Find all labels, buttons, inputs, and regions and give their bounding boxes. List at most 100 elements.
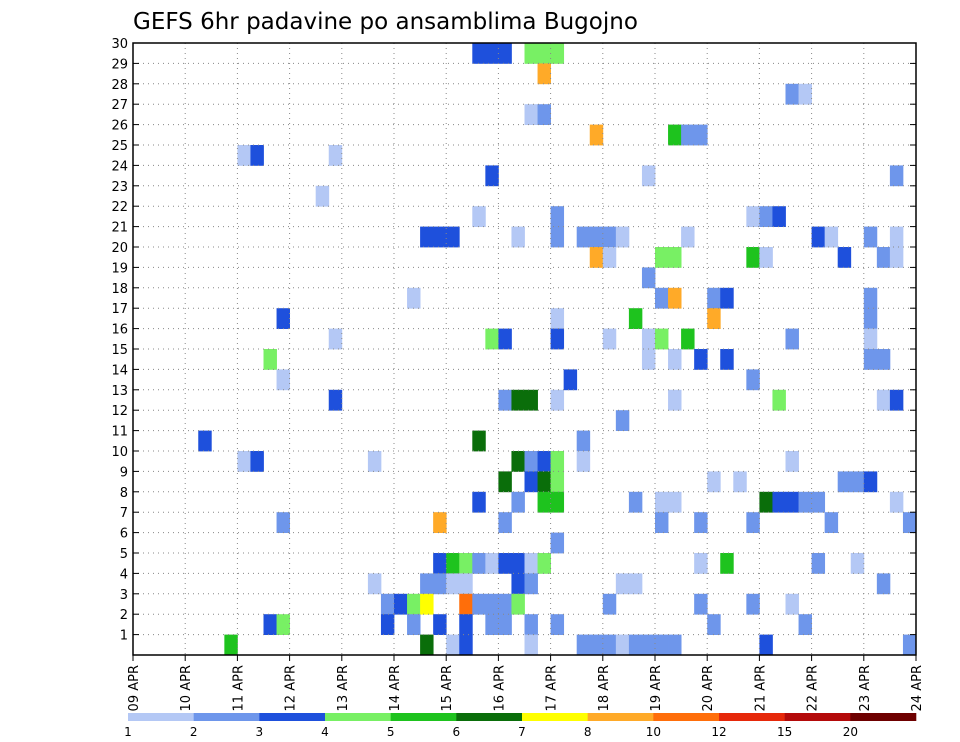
heatmap-cell xyxy=(628,634,643,656)
heatmap-cell xyxy=(459,573,473,595)
heatmap-cell xyxy=(459,634,473,656)
heatmap-cell xyxy=(498,593,512,615)
heatmap-cell xyxy=(772,206,786,227)
heatmap-cell xyxy=(524,634,538,656)
heatmap-cell xyxy=(524,389,538,411)
y-tick-label: 2 xyxy=(120,608,128,623)
heatmap-cell xyxy=(537,553,551,574)
x-axis-ticks: 09 APR 10 APR 11 APR 12 APR 13 APR 14 APR 15 A… xyxy=(127,655,925,711)
heatmap-cell xyxy=(863,308,878,329)
heatmap-cell xyxy=(837,471,852,493)
heatmap-cell xyxy=(746,247,760,268)
chart-gridlines xyxy=(133,43,916,655)
heatmap-cell xyxy=(602,328,617,350)
heatmap-cell xyxy=(420,226,434,248)
heatmap-cell xyxy=(407,593,421,615)
heatmap-cell xyxy=(524,471,538,493)
heatmap-cell xyxy=(798,491,812,513)
heatmap-cell xyxy=(524,451,538,472)
heatmap-cell xyxy=(537,491,551,513)
heatmap-cell xyxy=(472,430,486,452)
heatmap-cell xyxy=(694,593,708,615)
x-tick-label: 23 APR xyxy=(858,665,873,711)
heatmap-cell xyxy=(472,593,486,615)
heatmap-cell xyxy=(863,471,878,493)
heatmap-cell xyxy=(576,226,591,248)
heatmap-cell xyxy=(602,593,617,615)
heatmap-cell xyxy=(707,614,721,635)
heatmap-cell xyxy=(511,553,525,574)
heatmap-cell xyxy=(550,328,565,350)
heatmap-cell xyxy=(485,593,499,615)
legend-label: 15 xyxy=(777,725,792,739)
heatmap-cell xyxy=(511,491,525,513)
heatmap-cell xyxy=(563,369,578,391)
y-tick-label: 9 xyxy=(120,465,128,480)
heatmap-cell xyxy=(668,247,682,268)
heatmap-cell xyxy=(433,614,447,635)
heatmap-cell xyxy=(550,226,565,248)
heatmap-cell xyxy=(655,328,669,350)
heatmap-cell xyxy=(459,614,473,635)
legend-swatch xyxy=(128,713,194,721)
heatmap-cell xyxy=(628,491,643,513)
heatmap-cell xyxy=(759,247,773,268)
heatmap-cell xyxy=(550,451,565,472)
y-tick-label: 18 xyxy=(111,282,128,297)
heatmap-cell xyxy=(746,206,760,227)
heatmap-cell xyxy=(720,553,734,574)
heatmap-cell xyxy=(224,634,238,656)
heatmap-cell xyxy=(446,553,460,574)
heatmap-cell xyxy=(367,573,382,595)
heatmap-cell xyxy=(550,532,565,554)
legend-label: 7 xyxy=(518,725,526,739)
heatmap-cell xyxy=(876,389,891,411)
heatmap-cell xyxy=(863,287,878,309)
heatmap-cell xyxy=(550,389,565,411)
x-tick-label: 21 APR xyxy=(753,665,768,711)
y-tick-label: 26 xyxy=(111,119,128,134)
legend-label: 1 xyxy=(124,725,132,739)
y-tick-label: 15 xyxy=(111,343,128,358)
heatmap-cell xyxy=(433,553,447,574)
y-tick-label: 4 xyxy=(120,567,128,582)
x-tick-label: 17 APR xyxy=(545,665,560,711)
heatmap-cell xyxy=(276,512,290,533)
y-tick-label: 30 xyxy=(111,37,128,52)
heatmap-cell xyxy=(733,471,747,493)
legend-swatch xyxy=(325,713,391,721)
heatmap-cell xyxy=(772,491,786,513)
heatmap-cell xyxy=(759,206,773,227)
heatmap-cell xyxy=(589,124,604,146)
legend-swatch xyxy=(850,713,917,721)
heatmap-cell xyxy=(615,410,630,431)
y-tick-label: 23 xyxy=(111,180,128,195)
x-tick-label: 14 APR xyxy=(388,665,403,711)
heatmap-cell xyxy=(746,369,760,391)
heatmap-cell xyxy=(511,573,525,595)
heatmap-cell xyxy=(876,247,891,268)
y-tick-label: 6 xyxy=(120,527,128,542)
legend-swatch xyxy=(193,713,260,721)
heatmap-cell xyxy=(485,165,499,187)
y-tick-label: 17 xyxy=(111,302,128,317)
heatmap-cell xyxy=(668,287,682,309)
legend-swatch xyxy=(456,713,523,721)
heatmap-cell xyxy=(694,124,708,146)
heatmap-cell xyxy=(785,328,799,350)
heatmap-cell xyxy=(250,145,264,166)
heatmap-cell xyxy=(498,471,512,493)
heatmap-cell xyxy=(550,43,565,64)
y-axis-ticks: 1234567891011121314151617181920212223242… xyxy=(111,37,916,644)
heatmap-cell xyxy=(446,226,460,248)
heatmap-cell xyxy=(276,308,290,329)
heatmap-cell xyxy=(550,308,565,329)
heatmap-cell xyxy=(511,451,525,472)
heatmap-cell xyxy=(759,634,773,656)
y-tick-label: 29 xyxy=(111,57,128,72)
heatmap-cell xyxy=(433,226,447,248)
heatmap-cell xyxy=(550,471,565,493)
heatmap-cell xyxy=(420,634,434,656)
